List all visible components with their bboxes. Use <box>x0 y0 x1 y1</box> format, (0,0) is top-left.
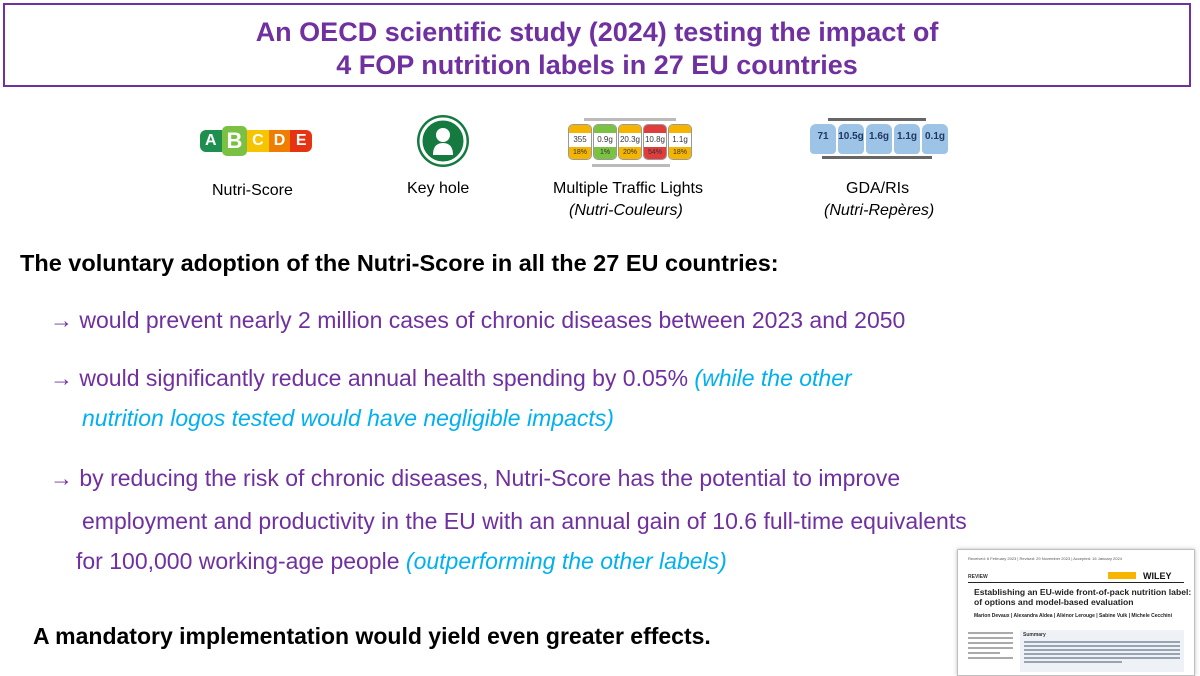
gda-value: 10.5g <box>838 131 864 142</box>
paper-section: REVIEW <box>968 574 988 580</box>
traffic-light-pct: 1% <box>594 147 616 159</box>
gda-value: 1.6g <box>868 131 889 142</box>
paper-thumbnail: Received: 6 February 2023 | Revised: 29 … <box>957 549 1195 676</box>
traffic-light-cell: 355 18% <box>568 124 592 160</box>
traffic-lights-logo: 355 18% 0.9g 1% 20.3g 20% 10.8g 54% 1.1g… <box>566 118 694 173</box>
paper-title-line-2: of options and model-based evaluation <box>974 597 1134 607</box>
bullet-health-spending-note: (while the other <box>694 365 852 391</box>
keyhole-logo <box>417 115 469 167</box>
traffic-light-value: 20.3g <box>619 133 641 147</box>
bullet-employment-main: for 100,000 working-age people <box>76 548 406 574</box>
bullet-employment-line-3: for 100,000 working-age people (outperfo… <box>76 548 727 575</box>
nutri-score-logo: A B C D E <box>200 126 312 156</box>
gda-caption: GDA/RIs <box>846 180 910 197</box>
paper-dates: Received: 6 February 2023 | Revised: 29 … <box>968 556 1122 561</box>
nutri-score-letter-b: B <box>221 126 248 156</box>
bullet-health-spending: → would significantly reduce annual heal… <box>50 365 852 392</box>
title-line-1: An OECD scientific study (2024) testing … <box>255 17 939 47</box>
nutri-score-letter-c: C <box>247 130 269 152</box>
gda-header-line <box>828 118 926 121</box>
paper-summary: Summary <box>1020 630 1184 672</box>
traffic-light-cell: 10.8g 54% <box>643 124 667 160</box>
bullet-employment-line-2: employment and productivity in the EU wi… <box>82 508 967 534</box>
traffic-light-value: 1.1g <box>669 133 691 147</box>
paper-affiliations <box>968 632 1013 672</box>
gda-value: 71 <box>817 131 829 142</box>
gda-logo: 71 10.5g 1.6g 1.1g 0.1g <box>802 118 952 160</box>
gda-cell: 1.1g <box>894 124 920 154</box>
nutri-score-letter-d: D <box>268 130 291 152</box>
nutri-score-letter-e: E <box>290 130 312 152</box>
nutri-score-letter-a: A <box>200 130 222 152</box>
mandatory-footer: A mandatory implementation would yield e… <box>33 623 711 649</box>
paper-rule <box>968 582 1184 583</box>
traffic-light-pct: 54% <box>644 147 666 159</box>
traffic-lights-footer-line <box>592 164 670 167</box>
gda-value: 0.1g <box>924 131 945 142</box>
keyhole-icon <box>419 117 467 165</box>
traffic-lights-header-line <box>584 118 676 121</box>
traffic-light-cell: 1.1g 18% <box>668 124 692 160</box>
title-box: An OECD scientific study (2024) testing … <box>3 3 1191 87</box>
bullet-health-spending-line-2: nutrition logos tested would have neglig… <box>82 405 614 432</box>
title-line-2: 4 FOP nutrition labels in 27 EU countrie… <box>336 50 858 80</box>
traffic-light-cell: 0.9g 1% <box>593 124 617 160</box>
paper-title: Establishing an EU-wide front-of-pack nu… <box>974 587 1194 607</box>
paper-authors: Marion Devaux | Alexandra Aldea | Aliéno… <box>974 613 1172 619</box>
publisher-logo: WILEY <box>1143 571 1172 581</box>
main-heading: The voluntary adoption of the Nutri-Scor… <box>20 250 779 276</box>
nutri-score-caption: Nutri-Score <box>212 182 293 199</box>
paper-title-line-1: Establishing an EU-wide front-of-pack nu… <box>974 587 1194 597</box>
gda-cell: 10.5g <box>838 124 864 154</box>
traffic-light-pct: 20% <box>619 147 641 159</box>
keyhole-caption: Key hole <box>407 180 470 197</box>
traffic-light-pct: 18% <box>569 147 591 159</box>
bullet-health-spending-note-cont: nutrition logos tested would have neglig… <box>82 405 614 431</box>
traffic-light-pct: 18% <box>669 147 691 159</box>
bullet-employment-line-1: → by reducing the risk of chronic diseas… <box>50 465 901 491</box>
traffic-light-value: 0.9g <box>594 133 616 147</box>
gda-cell: 0.1g <box>922 124 948 154</box>
gda-cell: 1.6g <box>866 124 892 154</box>
bullet-prevent-cases: → would prevent nearly 2 million cases o… <box>50 307 906 333</box>
traffic-lights-caption: Multiple Traffic Lights <box>553 180 703 197</box>
bullet-health-spending-main: → would significantly reduce annual heal… <box>50 365 695 391</box>
paper-badge <box>1108 572 1136 579</box>
traffic-light-value: 355 <box>569 133 591 147</box>
bullet-employment-note: (outperforming the other labels) <box>405 548 727 574</box>
paper-summary-label: Summary <box>1023 632 1046 638</box>
traffic-light-value: 10.8g <box>644 133 666 147</box>
traffic-light-cell: 20.3g 20% <box>618 124 642 160</box>
gda-value: 1.1g <box>896 131 917 142</box>
gda-cell: 71 <box>810 124 836 154</box>
traffic-lights-subcaption: (Nutri-Couleurs) <box>569 202 683 219</box>
gda-subcaption: (Nutri-Repères) <box>824 202 935 219</box>
gda-footer-line <box>822 156 932 159</box>
